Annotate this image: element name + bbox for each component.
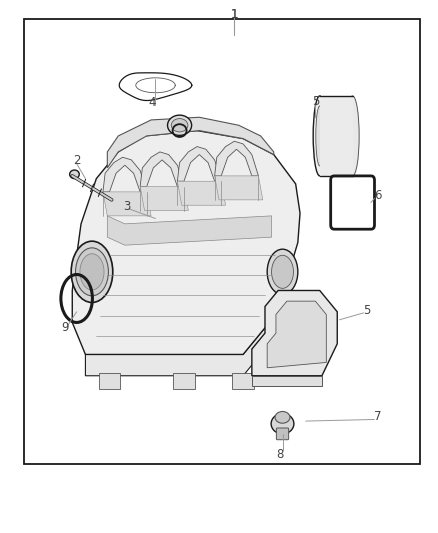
Ellipse shape bbox=[275, 411, 290, 423]
Polygon shape bbox=[107, 117, 274, 168]
Polygon shape bbox=[140, 187, 188, 211]
Ellipse shape bbox=[167, 115, 191, 135]
Text: 9: 9 bbox=[61, 321, 69, 334]
Text: 3: 3 bbox=[124, 200, 131, 213]
Ellipse shape bbox=[267, 249, 298, 294]
Polygon shape bbox=[177, 181, 226, 205]
Ellipse shape bbox=[346, 96, 359, 176]
Ellipse shape bbox=[313, 96, 326, 176]
Text: 1: 1 bbox=[230, 9, 238, 21]
FancyBboxPatch shape bbox=[276, 428, 289, 440]
Text: 1: 1 bbox=[230, 9, 238, 21]
Ellipse shape bbox=[71, 241, 113, 303]
Text: 5: 5 bbox=[312, 95, 319, 108]
Text: 8: 8 bbox=[276, 448, 283, 461]
Ellipse shape bbox=[80, 254, 104, 290]
Bar bbox=[24, 19, 420, 464]
Polygon shape bbox=[107, 216, 272, 245]
Ellipse shape bbox=[316, 106, 324, 166]
Polygon shape bbox=[252, 376, 322, 386]
Text: 7: 7 bbox=[374, 410, 381, 423]
FancyBboxPatch shape bbox=[99, 373, 120, 389]
Ellipse shape bbox=[171, 118, 188, 132]
Polygon shape bbox=[85, 312, 278, 376]
Polygon shape bbox=[177, 147, 221, 181]
Polygon shape bbox=[267, 301, 326, 368]
Ellipse shape bbox=[70, 170, 79, 179]
Text: 6: 6 bbox=[374, 189, 381, 202]
FancyBboxPatch shape bbox=[173, 373, 195, 389]
Polygon shape bbox=[103, 192, 151, 216]
Ellipse shape bbox=[271, 414, 294, 434]
Polygon shape bbox=[103, 157, 147, 192]
FancyBboxPatch shape bbox=[320, 96, 353, 176]
Polygon shape bbox=[215, 141, 258, 176]
FancyBboxPatch shape bbox=[232, 373, 254, 389]
Polygon shape bbox=[252, 290, 337, 376]
Polygon shape bbox=[140, 152, 184, 187]
Text: 4: 4 bbox=[148, 96, 156, 109]
Polygon shape bbox=[215, 176, 263, 200]
Text: 2: 2 bbox=[73, 155, 81, 167]
Polygon shape bbox=[72, 131, 300, 354]
Ellipse shape bbox=[75, 248, 108, 296]
Text: 5: 5 bbox=[364, 304, 371, 317]
Ellipse shape bbox=[272, 255, 293, 288]
